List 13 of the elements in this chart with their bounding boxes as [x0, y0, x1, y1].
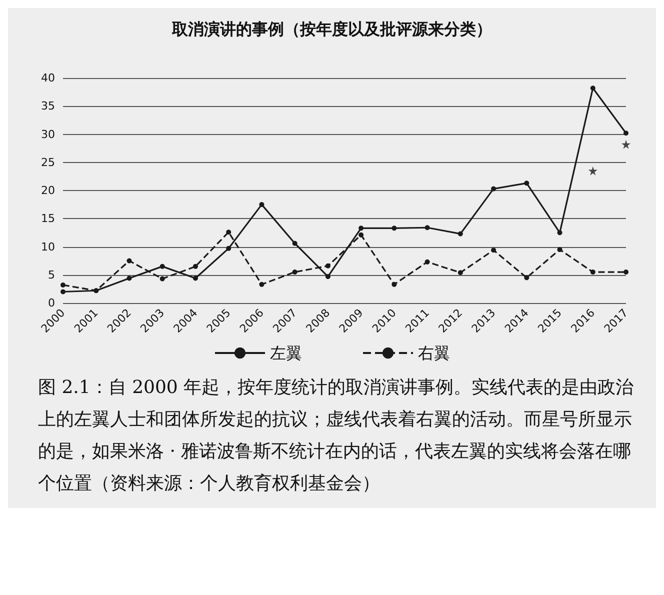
legend-label: 左翼: [270, 344, 302, 362]
y-tick-label: 15: [41, 212, 55, 226]
chart-title: 取消演讲的事例（按年度以及批评源来分类）: [171, 20, 492, 38]
y-tick-label: 0: [48, 296, 55, 310]
y-tick-label: 35: [41, 100, 55, 113]
y-tick-label: 30: [41, 128, 55, 141]
y-tick-label: 20: [41, 184, 55, 197]
caption: 图 2.1：自 2000 年起，按年度统计的取消演讲事例。实线代表的是由政治上的左翼人士和团体所发起的抗议；虚线代表着右翼的活动。而星号所显示的是，如果米洛 · 雅诺波鲁斯不统计在内的话，代表左翼的实线将会落在哪个位置（资料来源：个人教育权利基金会）: [37, 376, 635, 496]
legend-label: 右翼: [418, 344, 450, 362]
y-tick-label: 10: [41, 240, 55, 254]
y-tick-label: 25: [41, 156, 55, 169]
y-tick-label: 5: [48, 268, 55, 282]
y-tick-label: 40: [41, 72, 55, 84]
